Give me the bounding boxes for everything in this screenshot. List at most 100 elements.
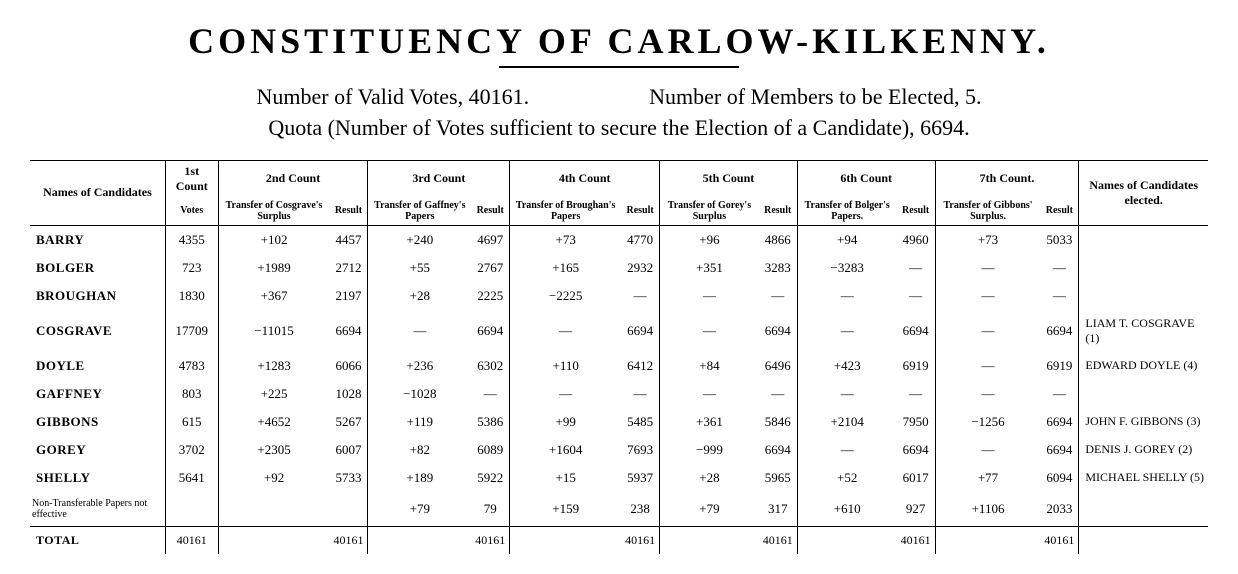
ntp-t4: +159 bbox=[510, 492, 621, 527]
first-count-votes: 803 bbox=[165, 380, 218, 408]
header-names: Names of Candidates bbox=[30, 160, 165, 225]
result-3: 2767 bbox=[471, 254, 510, 282]
result-2: 5733 bbox=[329, 464, 368, 492]
result-5: 5846 bbox=[759, 408, 798, 436]
first-count-votes: 4783 bbox=[165, 352, 218, 380]
candidate-name: BOLGER bbox=[30, 254, 165, 282]
transfer-2: +1283 bbox=[218, 352, 329, 380]
header-result-4: Result bbox=[621, 197, 660, 226]
ntp-r4: 238 bbox=[621, 492, 660, 527]
elected-name bbox=[1079, 380, 1208, 408]
page-title: CONSTITUENCY OF CARLOW-KILKENNY. bbox=[30, 20, 1208, 62]
candidate-name: GOREY bbox=[30, 436, 165, 464]
result-3: 5922 bbox=[471, 464, 510, 492]
total-t2 bbox=[218, 526, 329, 554]
header-result-5: Result bbox=[759, 197, 798, 226]
summary-block: Number of Valid Votes, 40161. Number of … bbox=[30, 82, 1208, 144]
result-6: 6694 bbox=[897, 436, 936, 464]
results-table: Names of Candidates 1st Count 2nd Count … bbox=[30, 160, 1208, 554]
header-result-7: Result bbox=[1040, 197, 1079, 226]
total-r3: 40161 bbox=[471, 526, 510, 554]
table-row: GOREY3702+23056007+826089+16047693−99966… bbox=[30, 436, 1208, 464]
elected-name: JOHN F. GIBBONS (3) bbox=[1079, 408, 1208, 436]
result-5: 4866 bbox=[759, 225, 798, 254]
result-5: 6694 bbox=[759, 310, 798, 352]
result-7: — bbox=[1040, 380, 1079, 408]
transfer-7: — bbox=[935, 310, 1040, 352]
transfer-4: — bbox=[510, 380, 621, 408]
transfer-5: +96 bbox=[660, 225, 759, 254]
elected-name: DENIS J. GOREY (2) bbox=[1079, 436, 1208, 464]
transfer-6: +52 bbox=[797, 464, 896, 492]
table-row: COSGRAVE17709−110156694—6694—6694—6694—6… bbox=[30, 310, 1208, 352]
total-r6: 40161 bbox=[897, 526, 936, 554]
result-5: 5965 bbox=[759, 464, 798, 492]
elected-name bbox=[1079, 225, 1208, 254]
result-2: 4457 bbox=[329, 225, 368, 254]
transfer-4: +99 bbox=[510, 408, 621, 436]
result-7: — bbox=[1040, 254, 1079, 282]
total-t5 bbox=[660, 526, 759, 554]
ntp-t2 bbox=[218, 492, 329, 527]
transfer-6: — bbox=[797, 436, 896, 464]
header-2nd-count: 2nd Count bbox=[218, 160, 368, 197]
ntp-t5: +79 bbox=[660, 492, 759, 527]
candidate-name: GIBBONS bbox=[30, 408, 165, 436]
result-6: 6694 bbox=[897, 310, 936, 352]
result-7: — bbox=[1040, 282, 1079, 310]
result-6: — bbox=[897, 282, 936, 310]
transfer-6: −3283 bbox=[797, 254, 896, 282]
result-5: 6496 bbox=[759, 352, 798, 380]
result-6: 6017 bbox=[897, 464, 936, 492]
transfer-3: +55 bbox=[368, 254, 471, 282]
result-4: 7693 bbox=[621, 436, 660, 464]
transfer-7: — bbox=[935, 436, 1040, 464]
transfer-5: −999 bbox=[660, 436, 759, 464]
transfer-4: −2225 bbox=[510, 282, 621, 310]
result-7: 6694 bbox=[1040, 436, 1079, 464]
transfer-6: — bbox=[797, 282, 896, 310]
elected-name bbox=[1079, 282, 1208, 310]
header-1st-count: 1st Count bbox=[165, 160, 218, 197]
candidate-name: BARRY bbox=[30, 225, 165, 254]
transfer-5: — bbox=[660, 282, 759, 310]
result-3: — bbox=[471, 380, 510, 408]
ntp-label: Non-Transferable Papers not effective bbox=[30, 492, 165, 527]
result-5: 3283 bbox=[759, 254, 798, 282]
transfer-3: +240 bbox=[368, 225, 471, 254]
ntp-row: Non-Transferable Papers not effective +79… bbox=[30, 492, 1208, 527]
result-3: 6302 bbox=[471, 352, 510, 380]
first-count-votes: 1830 bbox=[165, 282, 218, 310]
transfer-7: — bbox=[935, 380, 1040, 408]
total-t3 bbox=[368, 526, 471, 554]
result-3: 2225 bbox=[471, 282, 510, 310]
header-transfer-4: Transfer of Broughan's Papers bbox=[510, 197, 621, 226]
result-7: 6919 bbox=[1040, 352, 1079, 380]
result-6: — bbox=[897, 380, 936, 408]
transfer-2: −11015 bbox=[218, 310, 329, 352]
result-4: 2932 bbox=[621, 254, 660, 282]
ntp-r7: 2033 bbox=[1040, 492, 1079, 527]
header-elected: Names of Candidates elected. bbox=[1079, 160, 1208, 225]
transfer-6: +2104 bbox=[797, 408, 896, 436]
candidate-name: SHELLY bbox=[30, 464, 165, 492]
result-4: — bbox=[621, 380, 660, 408]
transfer-4: +1604 bbox=[510, 436, 621, 464]
result-7: 6694 bbox=[1040, 310, 1079, 352]
elected-name: MICHAEL SHELLY (5) bbox=[1079, 464, 1208, 492]
transfer-4: — bbox=[510, 310, 621, 352]
table-row: SHELLY5641+925733+1895922+155937+285965+… bbox=[30, 464, 1208, 492]
first-count-votes: 5641 bbox=[165, 464, 218, 492]
header-result-2: Result bbox=[329, 197, 368, 226]
result-7: 6094 bbox=[1040, 464, 1079, 492]
total-row: TOTAL40161401614016140161401614016140161 bbox=[30, 526, 1208, 554]
transfer-4: +15 bbox=[510, 464, 621, 492]
total-r7: 40161 bbox=[1040, 526, 1079, 554]
total-r5: 40161 bbox=[759, 526, 798, 554]
transfer-2: +367 bbox=[218, 282, 329, 310]
transfer-7: +73 bbox=[935, 225, 1040, 254]
total-t7 bbox=[935, 526, 1040, 554]
transfer-4: +165 bbox=[510, 254, 621, 282]
total-label: TOTAL bbox=[30, 526, 165, 554]
quota-text: Quota (Number of Votes sufficient to sec… bbox=[30, 113, 1208, 144]
